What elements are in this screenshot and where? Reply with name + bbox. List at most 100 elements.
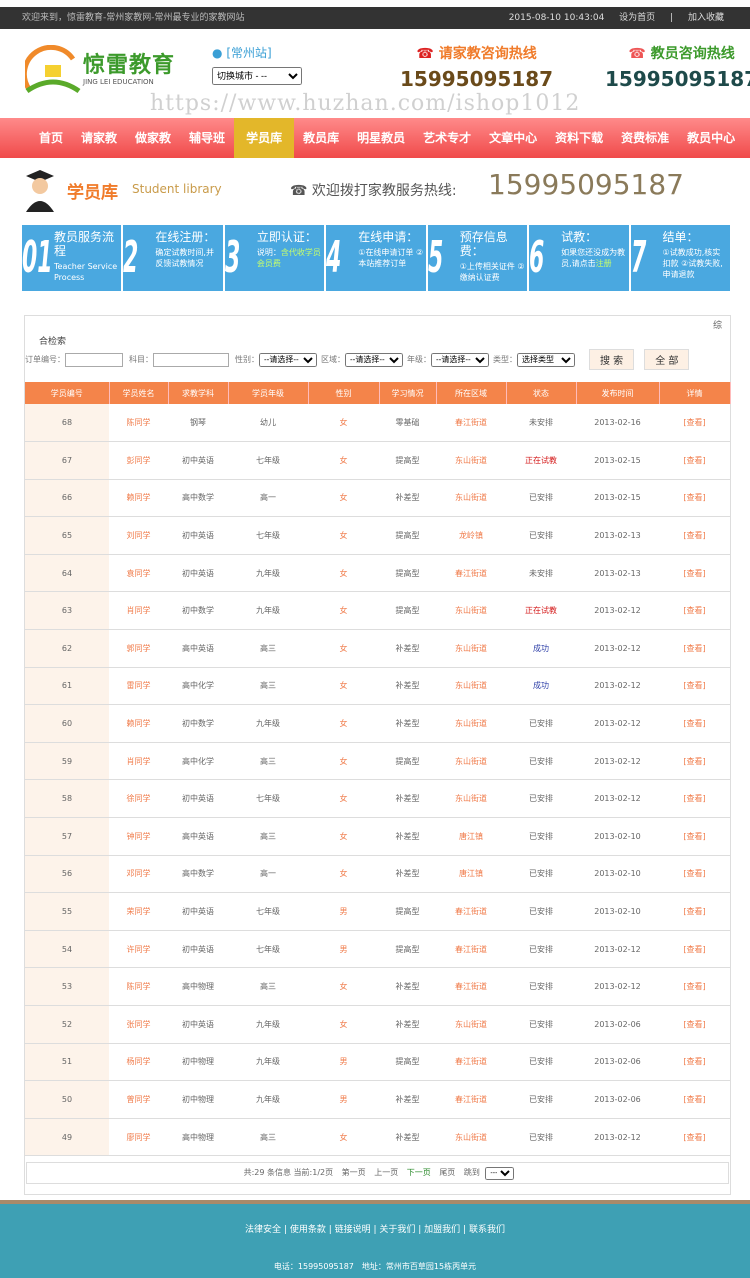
student-name[interactable]: 刘同学 <box>109 516 168 555</box>
area-label: 区域： <box>321 355 345 364</box>
gender-select[interactable]: --请选择-- <box>259 352 317 367</box>
student-name[interactable]: 肖同学 <box>109 591 168 631</box>
column-header[interactable]: 学员姓名 <box>109 382 169 404</box>
student-name[interactable]: 彭同学 <box>109 441 168 480</box>
footer-link[interactable]: 法律安全 <box>245 1225 282 1235</box>
column-header[interactable]: 学习情况 <box>379 382 437 404</box>
view-link[interactable]: [查看] <box>659 404 730 443</box>
column-header[interactable]: 学员编号 <box>25 382 110 404</box>
view-link[interactable]: [查看] <box>659 1005 730 1044</box>
subject-input[interactable] <box>153 352 229 367</box>
view-link[interactable]: [查看] <box>659 817 730 856</box>
column-header[interactable]: 详情 <box>659 382 731 404</box>
show-all-button[interactable]: 全 部 <box>644 349 690 370</box>
table-row: 53 陈同学 高中物理 高三女补差型 春江街道 已安排 2013-02-12 [查看] <box>25 967 730 1006</box>
study-level: 补差型 <box>379 667 436 706</box>
view-link[interactable]: [查看] <box>659 516 730 555</box>
nav-item[interactable]: 教员库 <box>303 131 340 145</box>
view-link[interactable]: [查看] <box>659 591 730 631</box>
column-header[interactable]: 发布时间 <box>576 382 660 404</box>
view-link[interactable]: [查看] <box>659 554 730 593</box>
nav-item[interactable]: 资费标准 <box>621 131 670 145</box>
student-name[interactable]: 袁同学 <box>109 554 168 593</box>
footer-link[interactable]: 加盟我们 <box>424 1225 461 1235</box>
column-header[interactable]: 状态 <box>506 382 577 404</box>
view-link[interactable]: [查看] <box>659 855 730 894</box>
nav-item[interactable]: 艺术专才 <box>423 131 472 145</box>
nav-item[interactable]: 明星教员 <box>357 131 406 145</box>
student-name[interactable]: 郭同学 <box>109 629 168 668</box>
step-text: 预存信息费： ①上传相关证件 ②缴纳认证费 <box>458 225 527 291</box>
student-name[interactable]: 徐同学 <box>109 779 168 819</box>
nav-item[interactable]: 做家教 <box>135 131 172 145</box>
first-page-link[interactable]: 第一页 <box>341 1168 366 1177</box>
search-button[interactable]: 搜 索 <box>589 349 635 370</box>
student-name[interactable]: 陈同学 <box>109 967 168 1006</box>
column-header[interactable]: 学员年级 <box>228 382 309 404</box>
student-name[interactable]: 赖同学 <box>109 479 168 518</box>
step-title: 在线注册： <box>155 230 216 244</box>
search-caption: 合检索 <box>39 337 67 347</box>
view-link[interactable]: [查看] <box>659 1043 730 1082</box>
step-desc-text: ①上传相关证件 ②缴纳认证费 <box>459 262 525 282</box>
view-link[interactable]: [查看] <box>659 629 730 668</box>
student-name[interactable]: 雷同学 <box>109 667 168 706</box>
order-number-input[interactable] <box>65 352 123 367</box>
next-page-link[interactable]: 下一页 <box>406 1168 431 1177</box>
column-header[interactable]: 性别 <box>308 382 380 404</box>
student-name[interactable]: 曾同学 <box>109 1080 168 1119</box>
student-name[interactable]: 许同学 <box>109 930 168 969</box>
area-select[interactable]: --请选择-- <box>345 352 403 367</box>
table-row: 65 刘同学 初中英语 七年级女提高型 龙岭镇 已安排 2013-02-13 [查看] <box>25 516 730 555</box>
student-name[interactable]: 邓同学 <box>109 855 168 894</box>
logo[interactable]: 惊雷教育 JING LEI EDUCATION <box>21 44 185 95</box>
footer-link[interactable]: 链接说明 <box>334 1225 371 1235</box>
footer-links: 法律安全 | 使用条款 | 链接说明 | 关于我们 | 加盟我们 | 联系我们 <box>0 1222 750 1235</box>
student-name[interactable]: 廖同学 <box>109 1118 168 1157</box>
city-select[interactable]: 切换城市 - -- <box>212 67 302 85</box>
view-link[interactable]: [查看] <box>659 441 730 480</box>
student-name[interactable]: 荣同学 <box>109 892 168 931</box>
step-highlight[interactable]: 注册 <box>595 259 612 268</box>
nav-item[interactable]: 学员库 <box>234 118 295 158</box>
view-link[interactable]: [查看] <box>659 704 730 743</box>
nav-item[interactable]: 文章中心 <box>489 131 538 145</box>
view-link[interactable]: [查看] <box>659 779 730 819</box>
status: 成功 <box>506 667 576 706</box>
nav-item[interactable]: 请家教 <box>81 131 118 145</box>
student-name[interactable]: 钟同学 <box>109 817 168 856</box>
nav-item[interactable]: 教员中心 <box>687 131 736 145</box>
student-name[interactable]: 杨同学 <box>109 1043 168 1082</box>
student-name[interactable]: 陈同学 <box>109 404 168 443</box>
prev-page-link[interactable]: 上一页 <box>374 1168 399 1177</box>
column-header[interactable]: 求教学科 <box>168 382 229 404</box>
footer-link[interactable]: 联系我们 <box>468 1225 505 1235</box>
grade: 九年级 <box>228 1043 308 1082</box>
view-link[interactable]: [查看] <box>659 930 730 969</box>
footer-address: 电话：15995095187 地址：常州市百草园15栋丙单元 <box>273 1262 477 1271</box>
view-link[interactable]: [查看] <box>659 667 730 706</box>
student-name[interactable]: 赖同学 <box>109 704 168 743</box>
nav-item[interactable]: 资料下载 <box>555 131 604 145</box>
view-link[interactable]: [查看] <box>659 967 730 1006</box>
view-link[interactable]: [查看] <box>659 1080 730 1119</box>
type-select[interactable]: 选择类型 <box>517 352 575 367</box>
footer-link[interactable]: 关于我们 <box>379 1225 416 1235</box>
step-title: 预存信息费： <box>459 230 508 258</box>
column-header[interactable]: 所在区域 <box>436 382 507 404</box>
view-link[interactable]: [查看] <box>659 742 730 781</box>
area: 东山街道 <box>436 591 506 631</box>
grade-select[interactable]: --请选择-- <box>431 352 489 367</box>
last-page-link[interactable]: 尾页 <box>439 1168 456 1177</box>
set-home-link[interactable]: 设为首页 <box>619 13 656 23</box>
view-link[interactable]: [查看] <box>659 892 730 931</box>
nav-item[interactable]: 首页 <box>39 131 64 145</box>
footer-link[interactable]: 使用条款 <box>289 1225 326 1235</box>
nav-item[interactable]: 辅导班 <box>189 131 226 145</box>
view-link[interactable]: [查看] <box>659 479 730 518</box>
student-name[interactable]: 肖同学 <box>109 742 168 781</box>
jump-page-select[interactable]: --- <box>485 1167 515 1180</box>
student-name[interactable]: 张同学 <box>109 1005 168 1044</box>
bookmark-link[interactable]: 加入收藏 <box>687 13 724 23</box>
view-link[interactable]: [查看] <box>659 1118 730 1157</box>
